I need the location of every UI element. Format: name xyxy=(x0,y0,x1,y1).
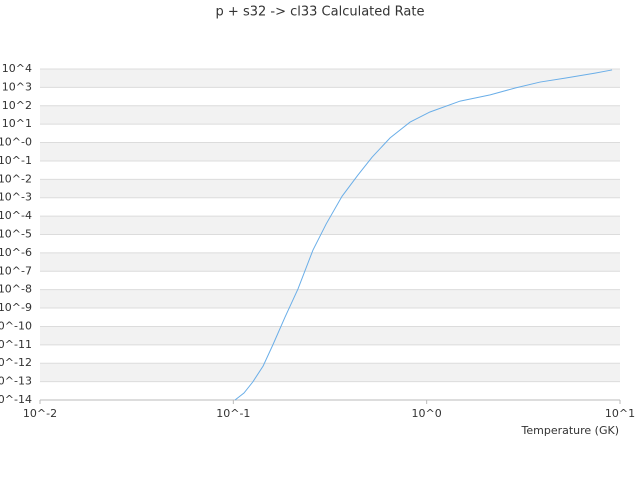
grid-band xyxy=(40,289,620,309)
x-axis-label: Temperature (GK) xyxy=(521,424,620,437)
grid-band xyxy=(40,363,620,382)
y-tick-label: 10^-12 xyxy=(0,356,32,369)
y-tick-label: 10^-4 xyxy=(0,209,32,222)
y-tick-label: 10^4 xyxy=(2,62,32,75)
y-tick-label: 10^3 xyxy=(2,80,32,93)
y-tick-label: 10^-5 xyxy=(0,228,32,241)
x-tick-label: 10^0 xyxy=(412,407,442,420)
grid-band xyxy=(40,69,620,88)
y-tick-label: 10^-13 xyxy=(0,375,32,388)
grid-band xyxy=(40,142,620,161)
y-tick-label: 10^-9 xyxy=(0,301,32,314)
y-tick-label: 10^-1 xyxy=(0,154,32,167)
y-tick-label: 10^-8 xyxy=(0,283,32,296)
y-tick-label: 10^-14 xyxy=(0,393,32,406)
y-tick-label: 10^-6 xyxy=(0,246,32,259)
y-tick-label: 10^-3 xyxy=(0,191,32,204)
x-tick-label: 10^-1 xyxy=(216,407,250,420)
y-tick-label: 10^-7 xyxy=(0,264,32,277)
grid-band xyxy=(40,105,620,125)
y-tick-label: 10^-2 xyxy=(0,172,32,185)
grid-band xyxy=(40,252,620,272)
y-tick-label: 10^1 xyxy=(2,117,32,130)
grid-band xyxy=(40,216,620,235)
chart-title: p + s32 -> cl33 Calculated Rate xyxy=(216,5,425,20)
y-tick-label: 10^-11 xyxy=(0,338,32,351)
data-line xyxy=(234,69,613,401)
y-tick-label: 10^-0 xyxy=(0,136,32,149)
grid-band xyxy=(40,326,620,345)
grid-band xyxy=(40,179,620,198)
x-tick-label: 10^-2 xyxy=(23,407,57,420)
y-tick-label: 10^2 xyxy=(2,99,32,112)
x-tick-label: 10^1 xyxy=(605,407,635,420)
y-tick-label: 10^-10 xyxy=(0,319,32,332)
